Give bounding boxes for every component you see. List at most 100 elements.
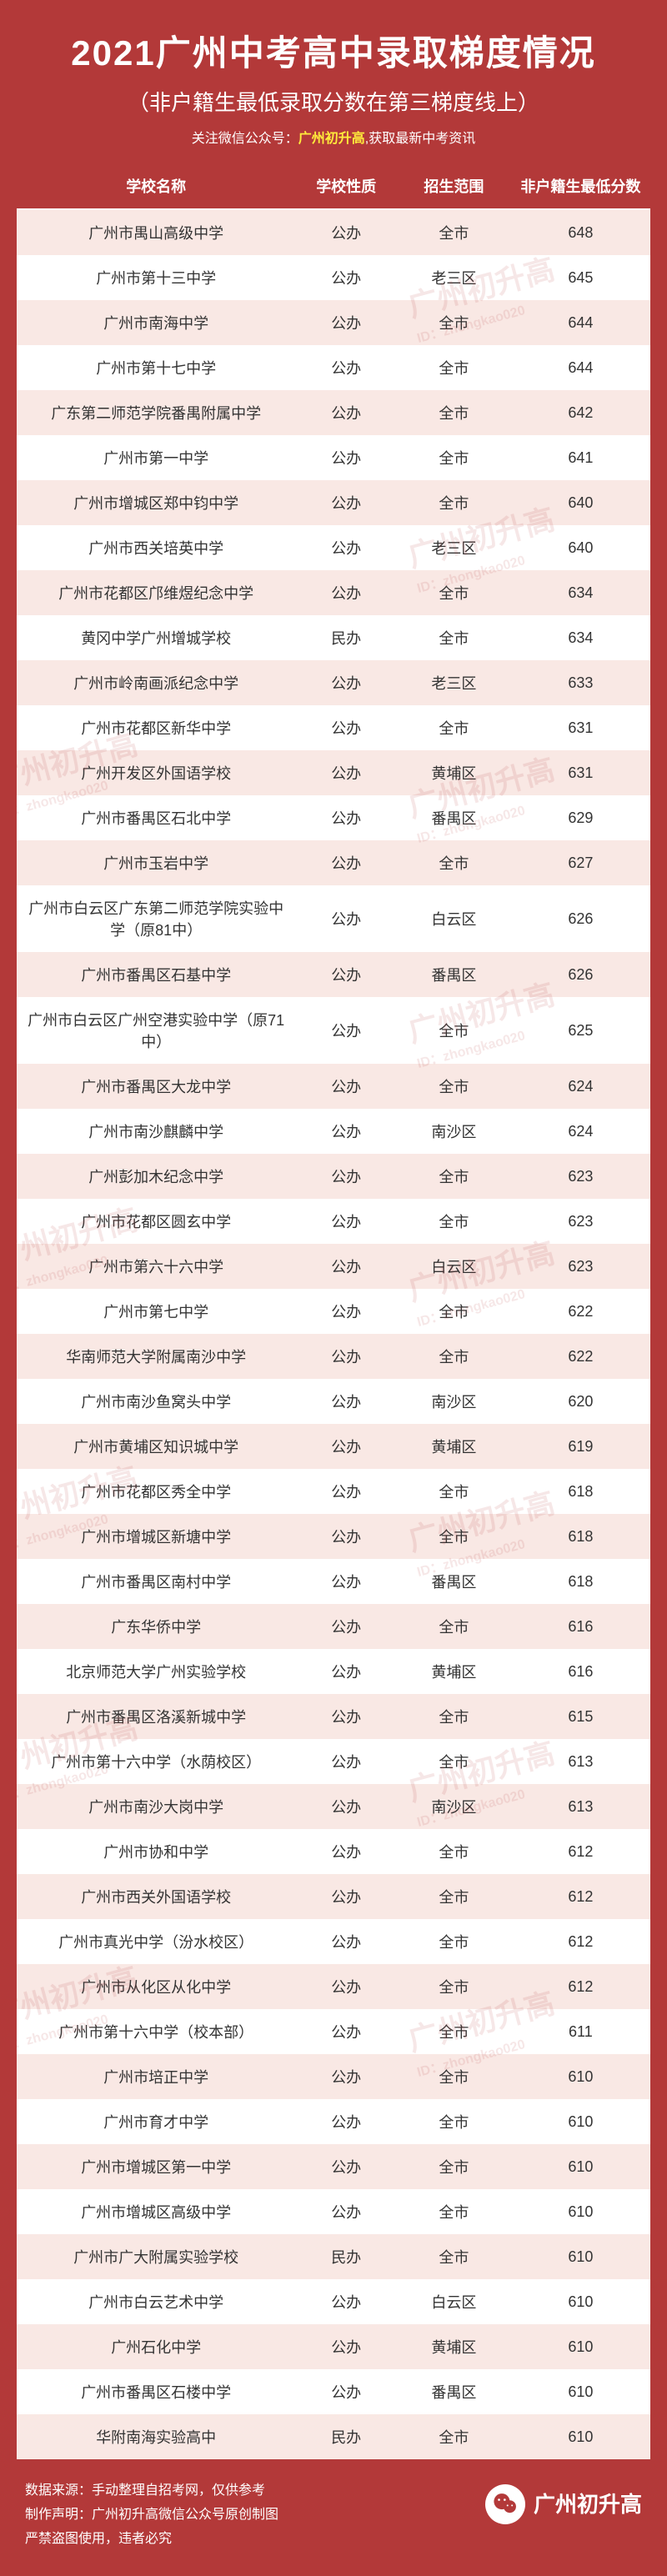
table-row: 广州市西关培英中学公办老三区640 <box>17 525 650 570</box>
cell-scope: 全市 <box>397 2009 511 2054</box>
admission-table: 学校名称 学校性质 招生范围 非户籍生最低分数 广州市禺山高级中学公办全市648… <box>17 163 650 2459</box>
cell-type: 公办 <box>295 1109 397 1154</box>
cell-score: 622 <box>511 1334 650 1379</box>
cell-score: 622 <box>511 1289 650 1334</box>
cell-name: 广州市协和中学 <box>17 1829 295 1874</box>
cell-score: 612 <box>511 1874 650 1919</box>
cell-type: 公办 <box>295 2054 397 2099</box>
table-row: 广州彭加木纪念中学公办全市623 <box>17 1154 650 1199</box>
cell-name: 广州市花都区新华中学 <box>17 705 295 750</box>
cell-score: 625 <box>511 997 650 1064</box>
cell-scope: 全市 <box>397 2099 511 2144</box>
cell-scope: 全市 <box>397 390 511 435</box>
cell-score: 610 <box>511 2324 650 2369</box>
cell-name: 广州市广大附属实验学校 <box>17 2234 295 2279</box>
cell-scope: 全市 <box>397 480 511 525</box>
cell-score: 620 <box>511 1379 650 1424</box>
table-row: 广州市第十三中学公办老三区645 <box>17 255 650 300</box>
cell-type: 公办 <box>295 1874 397 1919</box>
cell-name: 广州市花都区邝维煜纪念中学 <box>17 570 295 615</box>
footer-logo-text: 广州初升高 <box>534 2485 642 2524</box>
table-row: 华附南海实验高中民办全市610 <box>17 2414 650 2459</box>
cell-scope: 全市 <box>397 1604 511 1649</box>
cell-name: 广州市第十六中学（水荫校区） <box>17 1739 295 1784</box>
cell-type: 公办 <box>295 1559 397 1604</box>
header: 2021广州中考高中录取梯度情况 （非户籍生最低录取分数在第三梯度线上） 关注微… <box>0 0 667 163</box>
cell-scope: 全市 <box>397 2189 511 2234</box>
cell-score: 610 <box>511 2414 650 2459</box>
table-row: 广州市增城区高级中学公办全市610 <box>17 2189 650 2234</box>
cell-name: 华附南海实验高中 <box>17 2414 295 2459</box>
cell-name: 华南师范大学附属南沙中学 <box>17 1334 295 1379</box>
cell-score: 610 <box>511 2099 650 2144</box>
cell-score: 610 <box>511 2369 650 2414</box>
cell-type: 公办 <box>295 2189 397 2234</box>
table-row: 广州市从化区从化中学公办全市612 <box>17 1964 650 2009</box>
table-row: 广州市花都区新华中学公办全市631 <box>17 705 650 750</box>
cell-scope: 全市 <box>397 1874 511 1919</box>
cell-scope: 全市 <box>397 435 511 480</box>
table-row: 广州市番禺区大龙中学公办全市624 <box>17 1064 650 1109</box>
footer-line2: 制作声明：广州初升高微信公众号原创制图 <box>25 2503 457 2528</box>
cell-type: 公办 <box>295 1649 397 1694</box>
table-row: 广州市黄埔区知识城中学公办黄埔区619 <box>17 1424 650 1469</box>
cell-scope: 全市 <box>397 1514 511 1559</box>
cell-name: 广州市南海中学 <box>17 300 295 345</box>
cell-score: 612 <box>511 1964 650 2009</box>
cell-type: 公办 <box>295 1424 397 1469</box>
cell-type: 公办 <box>295 209 397 255</box>
cell-scope: 黄埔区 <box>397 2324 511 2369</box>
table-row: 广州市南海中学公办全市644 <box>17 300 650 345</box>
cell-type: 公办 <box>295 1244 397 1289</box>
cell-scope: 南沙区 <box>397 1379 511 1424</box>
cell-score: 610 <box>511 2144 650 2189</box>
cell-score: 644 <box>511 345 650 390</box>
cell-score: 616 <box>511 1604 650 1649</box>
cell-name: 广州市白云区广东第二师范学院实验中学（原81中） <box>17 885 295 952</box>
cell-score: 613 <box>511 1784 650 1829</box>
cell-type: 公办 <box>295 2279 397 2324</box>
table-row: 北京师范大学广州实验学校公办黄埔区616 <box>17 1649 650 1694</box>
cell-scope: 全市 <box>397 2414 511 2459</box>
table-row: 广州市第十六中学（校本部）公办全市611 <box>17 2009 650 2054</box>
table-row: 广州市番禺区南村中学公办番禺区618 <box>17 1559 650 1604</box>
cell-scope: 番禺区 <box>397 795 511 840</box>
cell-scope: 全市 <box>397 345 511 390</box>
cell-scope: 全市 <box>397 570 511 615</box>
table-row: 广州市花都区秀全中学公办全市618 <box>17 1469 650 1514</box>
footer: 数据来源：手动整理自招考网，仅供参考 制作声明：广州初升高微信公众号原创制图 严… <box>0 2459 667 2576</box>
cell-type: 公办 <box>295 390 397 435</box>
cell-name: 广州市南沙鱼窝头中学 <box>17 1379 295 1424</box>
cell-type: 公办 <box>295 1334 397 1379</box>
cell-scope: 南沙区 <box>397 1109 511 1154</box>
cell-score: 610 <box>511 2189 650 2234</box>
cell-name: 广州开发区外国语学校 <box>17 750 295 795</box>
cell-scope: 白云区 <box>397 1244 511 1289</box>
cell-scope: 番禺区 <box>397 1559 511 1604</box>
cell-name: 广州市第七中学 <box>17 1289 295 1334</box>
cell-type: 公办 <box>295 1514 397 1559</box>
table-row: 广州市白云区广州空港实验中学（原71中）公办全市625 <box>17 997 650 1064</box>
table-row: 广州市增城区郑中钧中学公办全市640 <box>17 480 650 525</box>
cell-name: 广东第二师范学院番禺附属中学 <box>17 390 295 435</box>
cell-name: 广东华侨中学 <box>17 1604 295 1649</box>
cell-type: 公办 <box>295 1784 397 1829</box>
cell-scope: 全市 <box>397 840 511 885</box>
cell-score: 623 <box>511 1244 650 1289</box>
cell-type: 公办 <box>295 1469 397 1514</box>
col-header-score: 非户籍生最低分数 <box>511 163 650 209</box>
cell-scope: 全市 <box>397 2144 511 2189</box>
table-row: 广州市岭南画派纪念中学公办老三区633 <box>17 660 650 705</box>
cell-type: 公办 <box>295 2369 397 2414</box>
table-row: 广州市南沙麒麟中学公办南沙区624 <box>17 1109 650 1154</box>
cell-score: 626 <box>511 885 650 952</box>
table-row: 广州市培正中学公办全市610 <box>17 2054 650 2099</box>
cell-name: 广州市番禺区大龙中学 <box>17 1064 295 1109</box>
cell-type: 公办 <box>295 1919 397 1964</box>
cell-scope: 老三区 <box>397 525 511 570</box>
table-row: 广州市增城区第一中学公办全市610 <box>17 2144 650 2189</box>
cell-scope: 黄埔区 <box>397 1424 511 1469</box>
cell-name: 广州市番禺区石楼中学 <box>17 2369 295 2414</box>
table-row: 广州市协和中学公办全市612 <box>17 1829 650 1874</box>
cell-name: 广州市第十七中学 <box>17 345 295 390</box>
